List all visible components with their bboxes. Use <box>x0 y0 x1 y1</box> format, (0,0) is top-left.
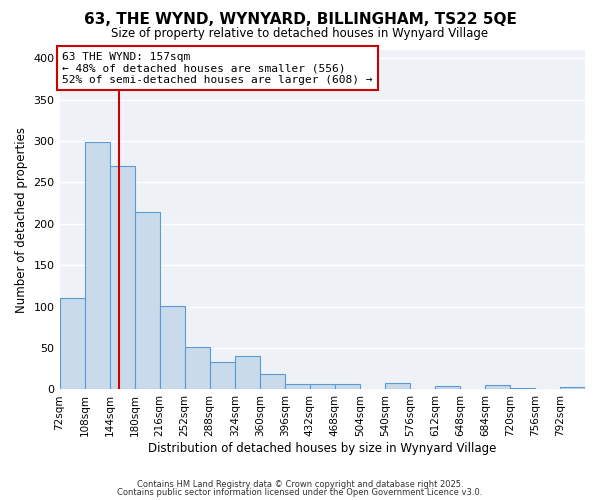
X-axis label: Distribution of detached houses by size in Wynyard Village: Distribution of detached houses by size … <box>148 442 496 455</box>
Bar <box>485 386 510 390</box>
Bar <box>59 298 85 390</box>
Bar <box>285 384 310 390</box>
Bar <box>134 212 160 390</box>
Bar <box>435 386 460 390</box>
Text: Contains public sector information licensed under the Open Government Licence v3: Contains public sector information licen… <box>118 488 482 497</box>
Bar <box>185 347 209 390</box>
Bar <box>335 384 360 390</box>
Text: 63 THE WYND: 157sqm
← 48% of detached houses are smaller (556)
52% of semi-detac: 63 THE WYND: 157sqm ← 48% of detached ho… <box>62 52 373 85</box>
Bar <box>560 387 585 390</box>
Bar <box>209 362 235 390</box>
Y-axis label: Number of detached properties: Number of detached properties <box>15 126 28 312</box>
Bar <box>310 384 335 390</box>
Bar <box>385 383 410 390</box>
Text: Size of property relative to detached houses in Wynyard Village: Size of property relative to detached ho… <box>112 28 488 40</box>
Text: Contains HM Land Registry data © Crown copyright and database right 2025.: Contains HM Land Registry data © Crown c… <box>137 480 463 489</box>
Bar <box>235 356 260 390</box>
Bar <box>110 166 134 390</box>
Bar <box>260 374 285 390</box>
Bar <box>160 306 185 390</box>
Text: 63, THE WYND, WYNYARD, BILLINGHAM, TS22 5QE: 63, THE WYND, WYNYARD, BILLINGHAM, TS22 … <box>83 12 517 28</box>
Bar <box>510 388 535 390</box>
Bar <box>85 142 110 390</box>
